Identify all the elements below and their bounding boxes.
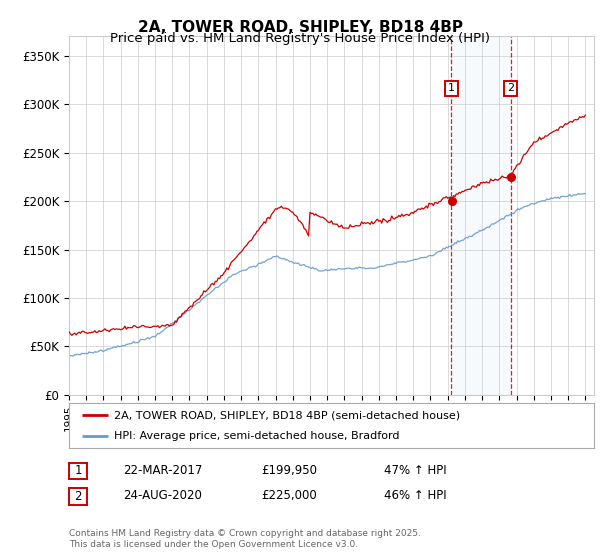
Text: HPI: Average price, semi-detached house, Bradford: HPI: Average price, semi-detached house,… — [113, 431, 399, 441]
Text: 47% ↑ HPI: 47% ↑ HPI — [384, 464, 446, 477]
Text: 2A, TOWER ROAD, SHIPLEY, BD18 4BP: 2A, TOWER ROAD, SHIPLEY, BD18 4BP — [137, 20, 463, 35]
Text: 46% ↑ HPI: 46% ↑ HPI — [384, 489, 446, 502]
Text: 24-AUG-2020: 24-AUG-2020 — [123, 489, 202, 502]
Text: 1: 1 — [74, 464, 82, 478]
Text: 2: 2 — [507, 83, 514, 94]
Text: 2: 2 — [74, 489, 82, 503]
Text: Price paid vs. HM Land Registry's House Price Index (HPI): Price paid vs. HM Land Registry's House … — [110, 32, 490, 45]
Text: 2A, TOWER ROAD, SHIPLEY, BD18 4BP (semi-detached house): 2A, TOWER ROAD, SHIPLEY, BD18 4BP (semi-… — [113, 410, 460, 421]
Text: £199,950: £199,950 — [261, 464, 317, 477]
Bar — [451, 36, 511, 395]
Text: 22-MAR-2017: 22-MAR-2017 — [123, 464, 202, 477]
Text: £225,000: £225,000 — [261, 489, 317, 502]
Text: 1: 1 — [448, 83, 455, 94]
Text: Contains HM Land Registry data © Crown copyright and database right 2025.
This d: Contains HM Land Registry data © Crown c… — [69, 529, 421, 549]
